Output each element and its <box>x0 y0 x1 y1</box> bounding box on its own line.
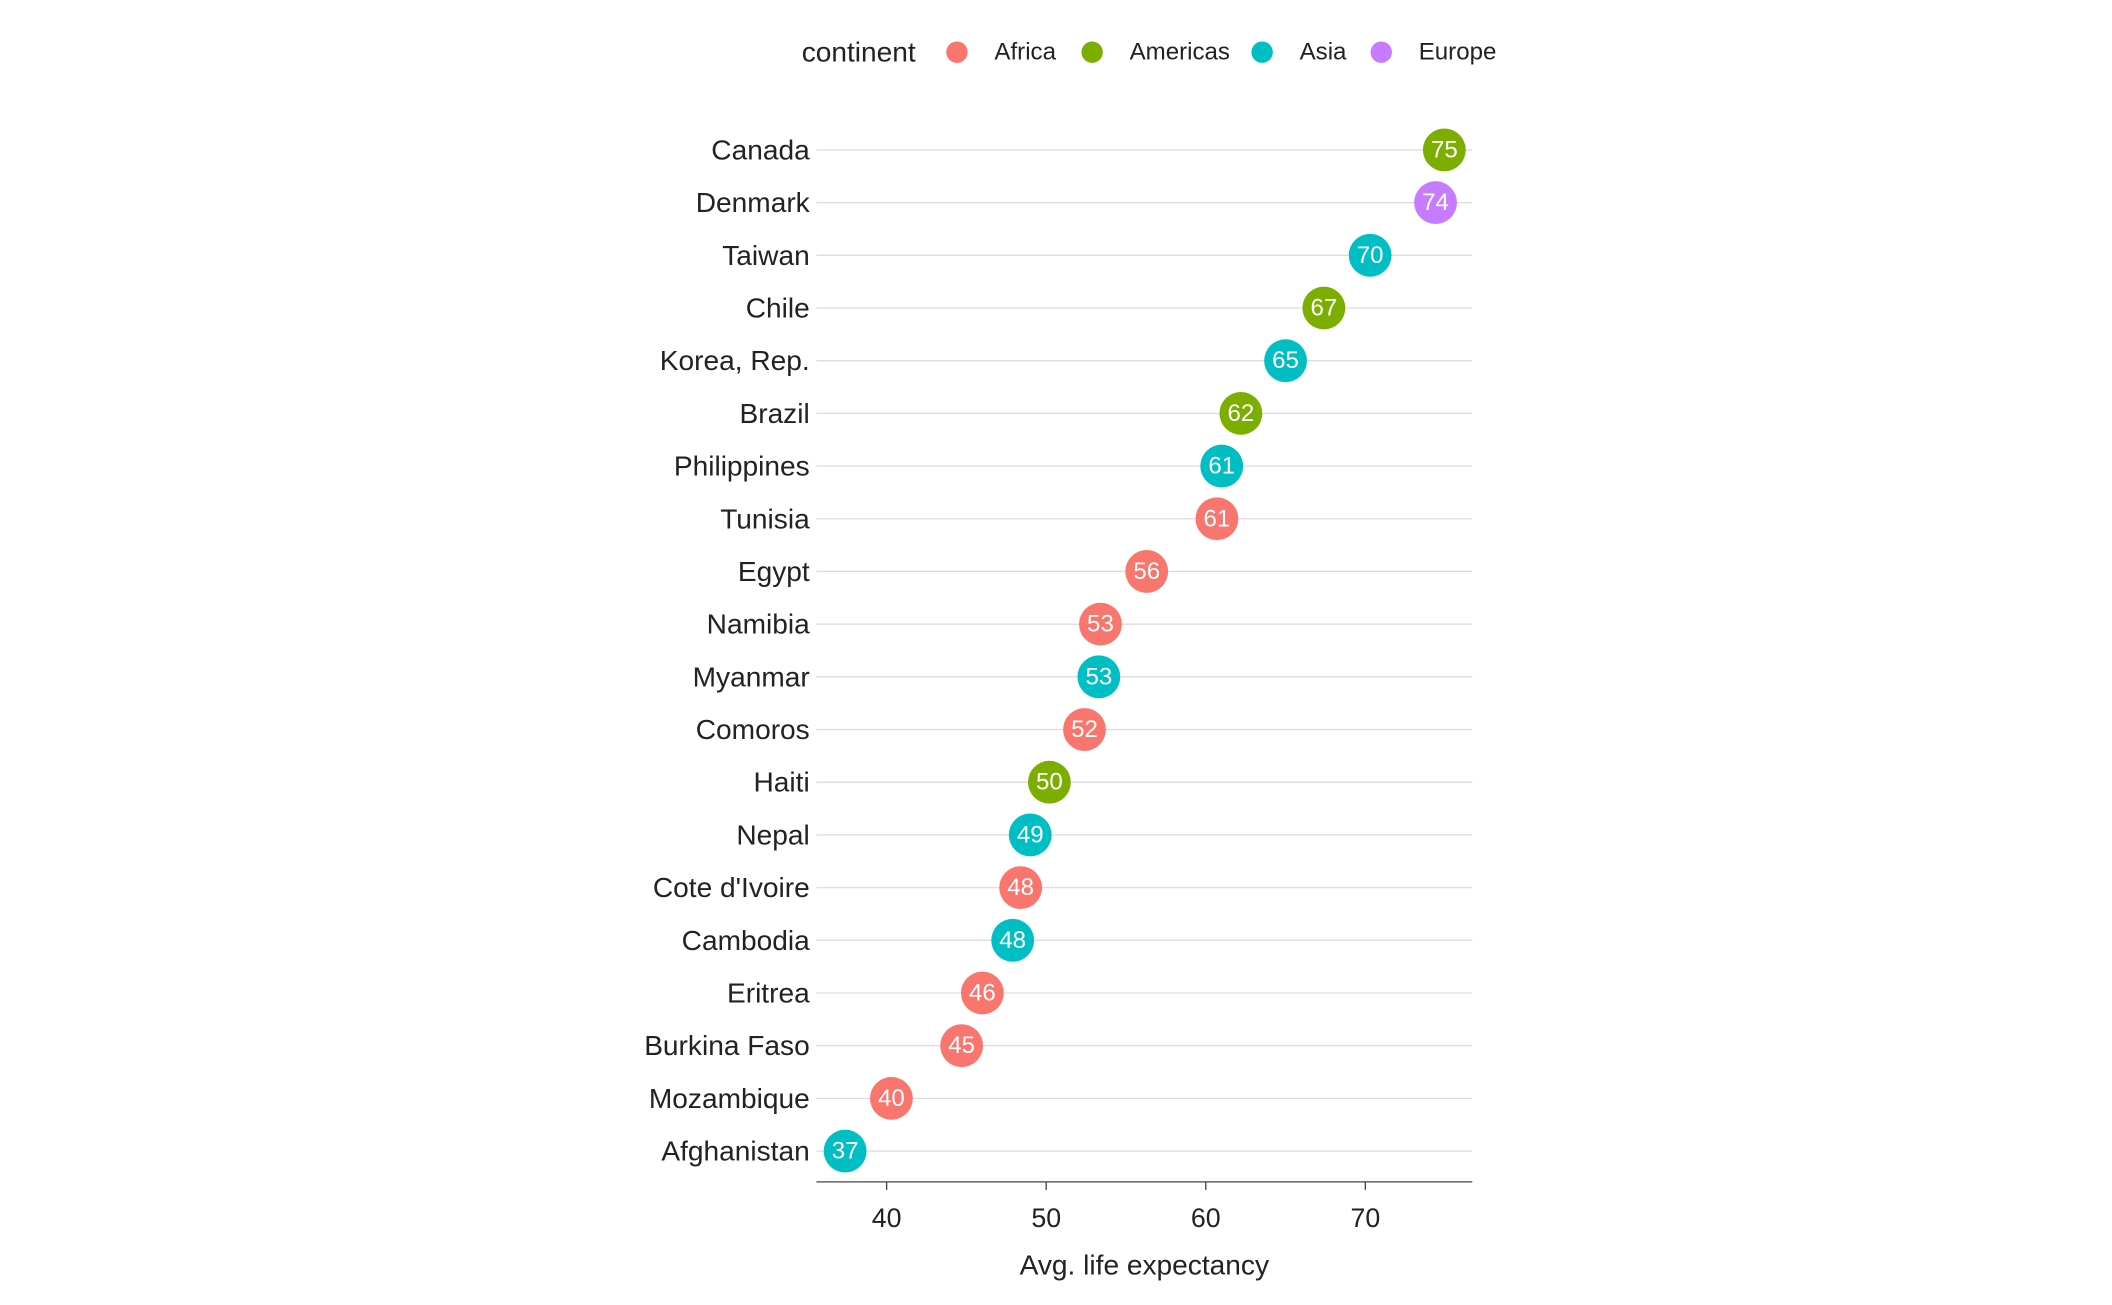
dot <box>1414 181 1457 225</box>
value-label: 74 <box>1422 189 1449 216</box>
dot <box>1125 550 1169 593</box>
legend-title: continent <box>802 37 916 68</box>
dot <box>1348 233 1392 277</box>
legend-swatch <box>1251 41 1273 63</box>
y-tick-label: Burkina Faso <box>644 1030 810 1061</box>
y-tick-label: Canada <box>711 134 810 165</box>
value-label: 56 <box>1133 558 1160 585</box>
dot <box>1302 286 1346 330</box>
y-tick-label: Denmark <box>696 187 811 218</box>
y-tick-label: Tunisia <box>720 503 810 534</box>
dot <box>1027 760 1071 804</box>
value-label: 75 <box>1431 136 1458 163</box>
y-tick-label: Eritrea <box>727 977 810 1008</box>
y-tick-label: Chile <box>746 292 810 323</box>
value-label: 62 <box>1227 400 1254 427</box>
value-label: 50 <box>1036 769 1063 796</box>
dot <box>1063 708 1106 751</box>
y-tick-label: Taiwan <box>722 240 809 271</box>
dot <box>991 918 1035 962</box>
y-tick-label: Haiti <box>754 767 810 798</box>
value-label: 49 <box>1017 821 1044 848</box>
value-label: 53 <box>1087 611 1114 638</box>
y-tick-label: Egypt <box>738 556 810 587</box>
dot <box>1219 391 1263 435</box>
value-label: 45 <box>948 1032 975 1059</box>
y-tick-label: Comoros <box>696 714 810 745</box>
y-tick-label: Philippines <box>674 451 810 482</box>
y-tick-label: Afghanistan <box>661 1136 809 1167</box>
dot <box>999 866 1043 910</box>
value-label: 52 <box>1071 716 1098 743</box>
y-tick-label: Cambodia <box>682 925 810 956</box>
legend-swatch <box>1370 41 1392 63</box>
value-label: 53 <box>1085 663 1112 690</box>
value-label: 46 <box>969 979 996 1006</box>
legend-label: Americas <box>1130 39 1230 66</box>
dot <box>1077 655 1121 699</box>
dot <box>823 1129 867 1173</box>
value-label: 61 <box>1208 453 1235 480</box>
y-tick-label: Brazil <box>739 398 809 429</box>
x-tick-label: 40 <box>872 1203 902 1233</box>
dot <box>1008 813 1052 857</box>
value-label: 70 <box>1357 242 1384 269</box>
x-axis-label: Avg. life expectancy <box>1020 1249 1269 1280</box>
legend-label: Europe <box>1419 39 1497 66</box>
value-label: 65 <box>1272 347 1299 374</box>
dot <box>1195 497 1239 541</box>
value-label: 40 <box>878 1085 905 1112</box>
x-tick-label: 60 <box>1191 1203 1221 1233</box>
legend-label: Asia <box>1300 39 1347 66</box>
dot <box>869 1076 913 1120</box>
x-tick-label: 50 <box>1031 1203 1061 1233</box>
dot <box>940 1024 984 1068</box>
x-tick-label: 70 <box>1350 1203 1380 1233</box>
value-label: 48 <box>1007 874 1034 901</box>
dot <box>960 971 1004 1015</box>
y-tick-label: Nepal <box>736 819 809 850</box>
y-tick-label: Mozambique <box>649 1083 810 1114</box>
dot <box>1200 444 1244 488</box>
value-label: 37 <box>832 1138 859 1165</box>
y-tick-label: Korea, Rep. <box>660 345 810 376</box>
y-tick-label: Cote d'Ivoire <box>653 872 810 903</box>
value-label: 48 <box>999 927 1026 954</box>
dot <box>1264 339 1307 383</box>
legend-swatch <box>1081 41 1103 63</box>
value-label: 61 <box>1204 505 1231 532</box>
legend-label: Africa <box>994 39 1056 66</box>
legend-swatch <box>946 41 968 63</box>
y-tick-label: Namibia <box>707 609 810 640</box>
value-label: 67 <box>1310 294 1337 321</box>
y-tick-label: Myanmar <box>693 661 810 692</box>
dot <box>1422 128 1466 172</box>
dot <box>1079 602 1122 646</box>
